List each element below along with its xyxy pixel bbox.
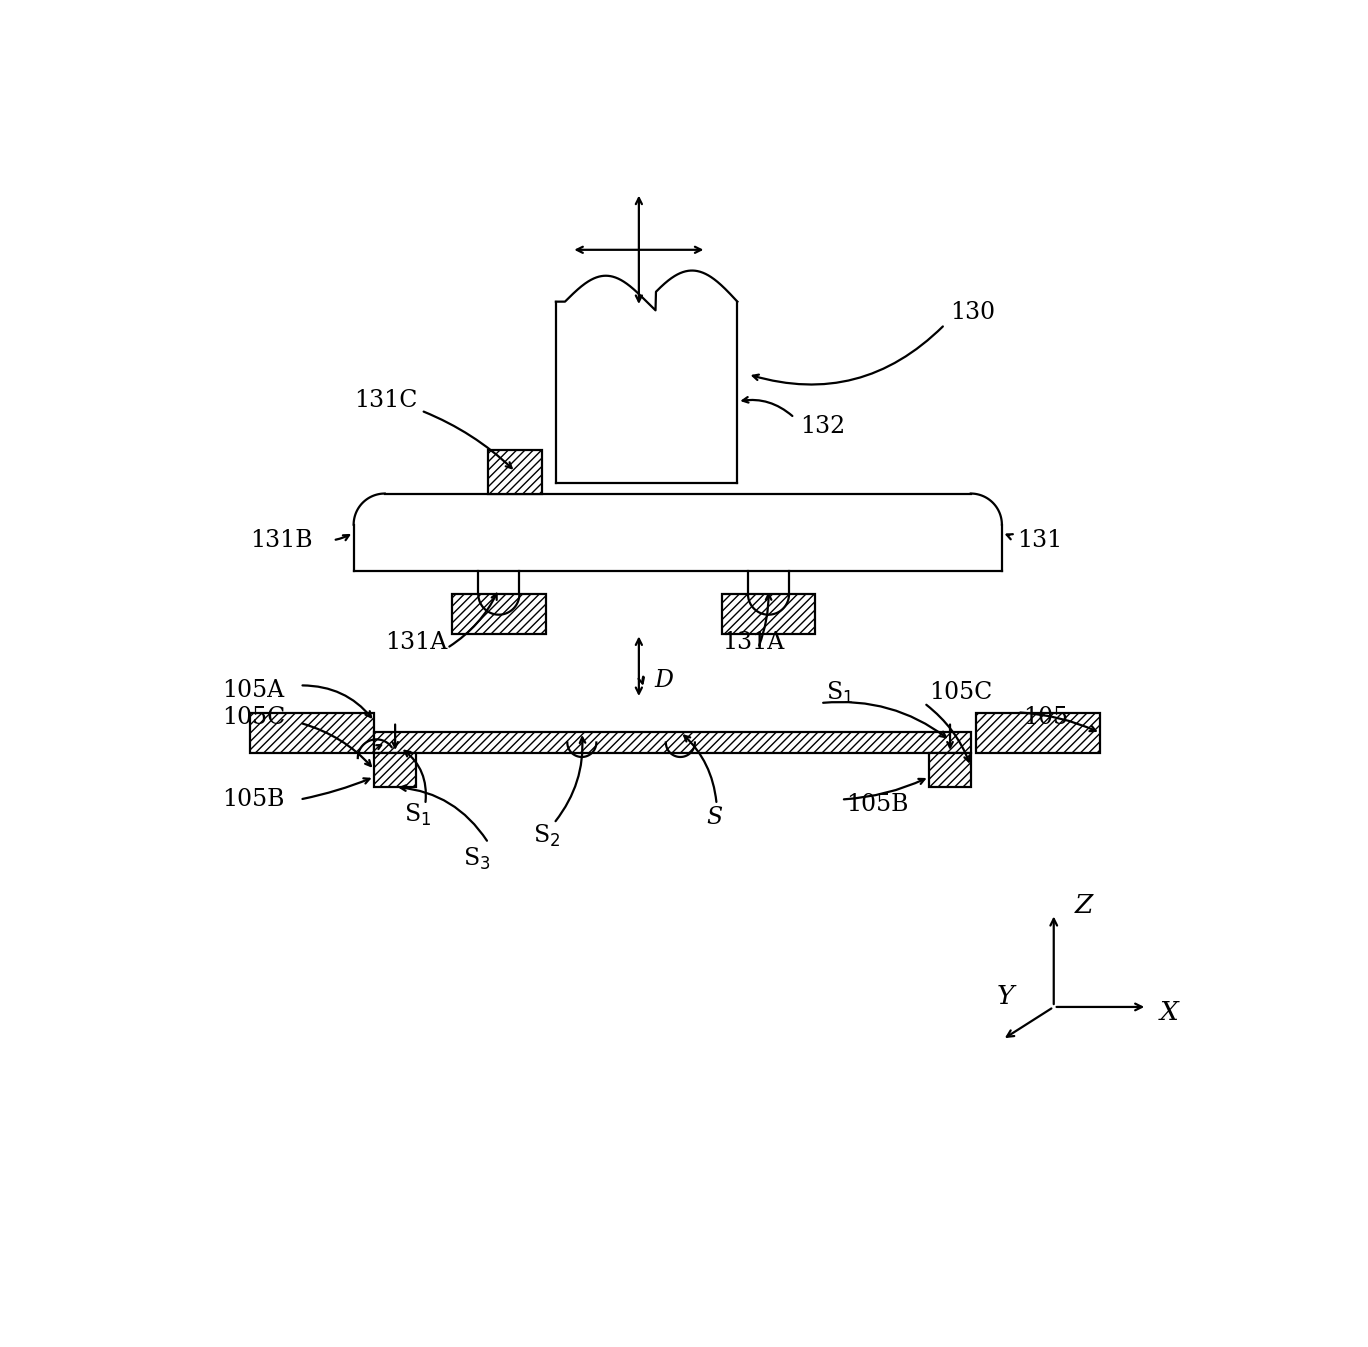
Text: 131: 131 xyxy=(1018,529,1063,552)
Text: 131A: 131A xyxy=(722,632,784,655)
FancyArrowPatch shape xyxy=(335,535,349,540)
Bar xyxy=(488,450,542,493)
Text: Z: Z xyxy=(1074,893,1093,917)
FancyArrowPatch shape xyxy=(844,779,925,799)
Text: 105C: 105C xyxy=(222,706,285,729)
FancyArrowPatch shape xyxy=(424,412,512,469)
Bar xyxy=(453,594,546,633)
FancyArrowPatch shape xyxy=(824,702,945,737)
FancyArrowPatch shape xyxy=(684,735,717,801)
Text: 105A: 105A xyxy=(222,679,285,702)
Text: X: X xyxy=(1160,999,1178,1025)
FancyArrowPatch shape xyxy=(639,676,644,683)
Text: 132: 132 xyxy=(800,415,845,438)
FancyArrowPatch shape xyxy=(555,737,586,822)
Text: 105B: 105B xyxy=(847,793,908,816)
Text: D: D xyxy=(654,668,673,692)
FancyArrowPatch shape xyxy=(1021,713,1096,731)
Text: S$_3$: S$_3$ xyxy=(462,846,490,872)
Text: Y: Y xyxy=(997,985,1014,1009)
Bar xyxy=(929,753,971,787)
Text: S: S xyxy=(706,806,722,828)
Polygon shape xyxy=(354,493,1001,571)
FancyArrowPatch shape xyxy=(302,723,371,766)
FancyArrowPatch shape xyxy=(752,326,943,384)
FancyArrowPatch shape xyxy=(401,785,487,841)
FancyArrowPatch shape xyxy=(405,750,425,801)
Text: S$_1$: S$_1$ xyxy=(825,680,852,706)
FancyArrowPatch shape xyxy=(926,704,970,761)
Text: 105B: 105B xyxy=(222,788,285,811)
Text: S$_1$: S$_1$ xyxy=(405,801,432,828)
Text: 131B: 131B xyxy=(250,529,312,552)
FancyArrowPatch shape xyxy=(302,779,369,799)
Text: 131C: 131C xyxy=(354,389,417,412)
Text: 130: 130 xyxy=(949,300,995,323)
Bar xyxy=(375,733,971,753)
Text: 131A: 131A xyxy=(384,632,447,655)
FancyArrowPatch shape xyxy=(743,397,792,416)
Bar xyxy=(250,714,375,753)
Bar xyxy=(975,714,1100,753)
FancyArrowPatch shape xyxy=(449,594,497,647)
FancyArrowPatch shape xyxy=(759,594,772,645)
FancyArrowPatch shape xyxy=(1007,535,1012,539)
Bar xyxy=(722,594,815,633)
Polygon shape xyxy=(555,282,737,484)
Text: 105: 105 xyxy=(1023,706,1068,729)
Text: S$_2$: S$_2$ xyxy=(534,823,561,849)
FancyArrowPatch shape xyxy=(302,686,371,717)
Bar xyxy=(375,753,416,787)
Text: 105C: 105C xyxy=(929,682,993,704)
